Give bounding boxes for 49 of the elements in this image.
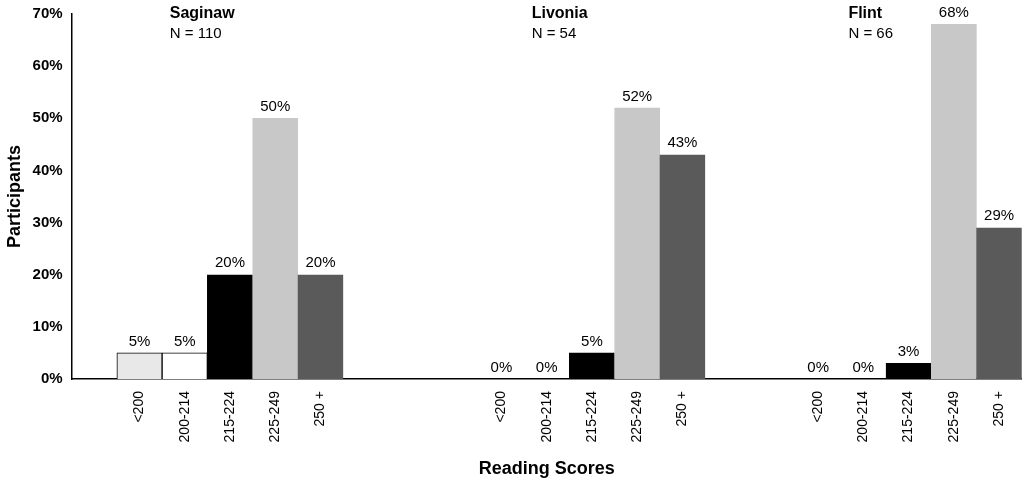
x-tick-label: 215-224 xyxy=(220,390,237,443)
x-tick-label: 250 + xyxy=(673,391,690,427)
data-label: 20% xyxy=(305,253,336,271)
y-tick-label: 30% xyxy=(32,212,63,230)
data-label: 0% xyxy=(807,357,829,375)
data-label: 3% xyxy=(897,342,920,360)
y-tick-label: 70% xyxy=(32,4,63,22)
x-tick-label: 225-249 xyxy=(628,390,645,443)
data-label: 50% xyxy=(260,96,291,114)
x-tick-label: 200-214 xyxy=(854,390,871,443)
annotation: Saginaw N = 110 xyxy=(169,4,236,41)
data-label: 29% xyxy=(984,206,1015,224)
x-tick-label: <200 xyxy=(808,390,825,423)
data-label: 5% xyxy=(173,331,196,349)
y-tick-label: 0% xyxy=(40,369,63,387)
y-axis-title: Participants xyxy=(3,144,24,249)
x-tick-label: 225-249 xyxy=(266,390,283,443)
bar xyxy=(930,24,977,380)
data-label: 5% xyxy=(128,331,151,349)
y-tick-label: 40% xyxy=(32,160,63,178)
bar xyxy=(976,227,1022,380)
x-tick-label: 250 + xyxy=(311,391,328,427)
x-tick-label: <200 xyxy=(130,390,147,423)
y-tick-label: 50% xyxy=(32,108,63,126)
y-tick-label: 20% xyxy=(32,264,63,282)
x-tick-label: 225-249 xyxy=(944,390,961,443)
x-tick-label: 215-224 xyxy=(582,390,599,443)
data-label: 0% xyxy=(852,357,875,375)
bar xyxy=(659,154,706,380)
data-label: 52% xyxy=(622,86,653,104)
x-tick-label: 215-224 xyxy=(899,390,916,443)
y-tick-label: 10% xyxy=(32,317,63,335)
data-label: 20% xyxy=(214,253,245,271)
bar xyxy=(252,117,299,380)
data-label: 68% xyxy=(938,3,969,21)
x-tick-label: 200-214 xyxy=(537,390,554,443)
y-tick-label: 60% xyxy=(32,56,63,74)
x-tick-label: <200 xyxy=(492,390,509,423)
bar xyxy=(297,274,344,380)
x-axis-title: Reading Scores xyxy=(478,458,615,479)
x-tick-label: 250 + xyxy=(989,391,1006,427)
annotation: Livonia N = 54 xyxy=(531,4,588,41)
annotation: Flint N = 66 xyxy=(848,4,893,41)
data-label: 5% xyxy=(581,331,603,349)
data-label: 0% xyxy=(535,357,558,375)
bar xyxy=(614,107,661,380)
x-tick-label: 200-214 xyxy=(175,390,192,443)
data-label: 0% xyxy=(490,357,513,375)
data-label: 43% xyxy=(667,133,698,151)
